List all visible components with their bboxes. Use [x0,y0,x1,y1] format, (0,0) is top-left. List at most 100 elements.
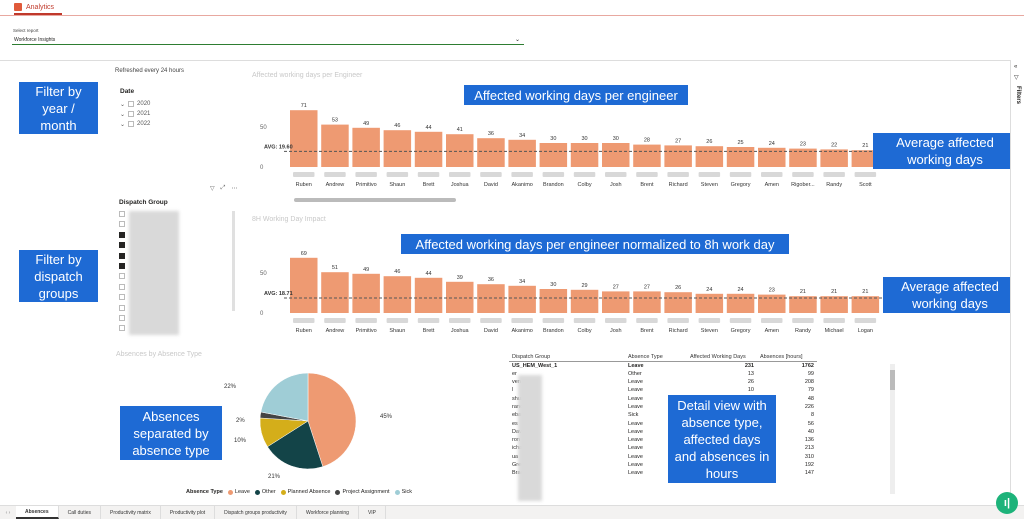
legend-item[interactable]: Leave [227,489,250,495]
chart1-title: Affected working days per Engineer [252,72,363,79]
tab-nav-arrows[interactable]: ‹ › [5,509,11,516]
data-label: 24 [706,287,712,293]
x-tick-label: Brandon [543,182,564,188]
dispatch-group-checkbox[interactable] [119,283,125,290]
dispatch-group-checkbox[interactable] [119,242,125,249]
page-tab[interactable]: VIP [358,506,386,519]
bar [508,285,536,313]
dispatch-group-checkbox[interactable] [119,211,125,217]
redacted-label [823,318,845,323]
bar [352,273,380,313]
x-tick-label: Logan [858,328,873,334]
page-tab[interactable]: Workforce planning [296,506,359,519]
header-absences-hours[interactable]: Absences [hours] [757,353,817,362]
group-row[interactable]: US_HEM_West_1 Leave 231 1762 [509,361,817,369]
bar [602,291,630,313]
dispatch-group-checkbox[interactable] [119,231,125,238]
dispatch-group-checkbox[interactable] [119,273,125,280]
legend-label: Project Assignment [342,489,390,495]
bar [570,143,599,167]
bar [446,134,474,167]
page-tab[interactable]: Absences [16,506,59,519]
date-year-item[interactable]: ⌄ 2020 [120,99,150,109]
header-affected-days[interactable]: Affected Working Days [687,353,757,362]
date-year-item[interactable]: ⌄ 2022 [120,119,150,129]
table-row[interactable]: l Leave 10 79 [509,386,817,394]
filters-pane[interactable]: « ▽ Filters [1010,60,1024,505]
cell-type: Leave [628,362,644,369]
x-tick-label: David [484,182,498,188]
redacted-label [293,172,315,177]
legend-dot [280,489,286,495]
redacted-label [449,172,471,177]
table-scrollbar[interactable] [890,364,895,494]
page-tab[interactable]: Dispatch groups productivity [215,506,297,519]
table-row[interactable]: er Other 13 99 [509,370,817,378]
legend-item[interactable]: Sick [394,489,412,495]
dispatch-group-checkbox[interactable] [119,262,125,269]
collapse-icon[interactable]: « [1014,64,1018,70]
cell-type: Leave [628,470,643,477]
dispatch-group-checkbox[interactable] [119,252,125,259]
dispatch-group-checkbox[interactable] [119,325,125,332]
data-label: 28 [644,138,650,144]
annotation-avg1: Average affected working days [873,133,1017,169]
checkbox[interactable] [128,101,135,107]
cell-name: es [512,420,518,427]
bar [321,124,349,167]
data-label: 26 [706,139,712,145]
dispatch-group-checkbox[interactable] [119,294,125,301]
slicer-scrollbar[interactable] [232,211,235,311]
page-tab[interactable]: Call duties [58,506,101,519]
page-tab[interactable]: Productivity plot [160,506,216,519]
table-row[interactable]: ven Leave 26 208 [509,378,817,386]
data-label: 34 [519,279,525,285]
focus-mode-icon[interactable]: ⤢ [220,185,226,191]
bar [508,139,536,167]
dispatch-group-checkbox[interactable] [119,304,125,311]
x-tick-label: Brent [640,182,654,188]
chart1-scrollbar[interactable] [294,198,456,202]
dispatch-group-checkbox[interactable] [119,314,125,321]
filter-icon[interactable]: ▽ [210,186,215,192]
cell-name: ven [512,379,521,386]
date-year-item[interactable]: ⌄ 2021 [120,109,150,119]
chat-icon: ı| [1003,497,1011,509]
x-tick-label: Gregory [731,182,751,188]
bar [290,110,318,167]
x-tick-label: Ruben [296,182,312,188]
y-tick-label: 50 [260,125,267,131]
report-select-value: Workforce Insights [14,36,56,43]
checkbox[interactable] [128,111,135,117]
table-scroll-thumb[interactable] [890,370,895,390]
x-tick-label: Colby [578,182,592,188]
refresh-note: Refreshed every 24 hours [115,68,185,74]
header-absence-type[interactable]: Absence Type [625,353,687,362]
tab-analytics[interactable]: Analytics [14,1,63,15]
bar [664,145,692,167]
help-chat-button[interactable]: ı| [996,492,1018,514]
checkbox[interactable] [128,121,135,127]
pie-title: Absences by Absence Type [116,351,202,358]
header-dispatch-group[interactable]: Dispatch Group [509,353,625,362]
cell-type: Other [628,370,642,377]
data-label: 46 [394,123,400,129]
more-options-icon[interactable]: ⋯ [231,186,238,192]
pie-svg: 45% 21% 10% 2% 22% [224,372,393,479]
legend-item[interactable]: Other [254,489,276,495]
y-tick-label: 50 [260,271,267,277]
cell-hours: 99 [807,370,814,377]
bar [539,143,568,167]
dispatch-group-checkbox[interactable] [119,221,125,228]
chevron-icon: ⌄ [120,111,126,118]
legend-dot [335,489,341,495]
redacted-label [667,318,689,323]
data-label: 44 [425,125,431,131]
legend-item[interactable]: Project Assignment [335,489,390,495]
redacted-label [480,318,502,323]
chart2-svg: 0 50 69 Ruben 51 Andrew 49 Primitivo 46 Shaun 44 Br… [260,251,883,334]
page-tab[interactable]: Productivity matrix [100,506,161,519]
legend-item[interactable]: Planned Absence [280,489,330,495]
report-select[interactable]: Workforce Insights ⌄ [12,35,524,45]
year-label: 2021 [137,111,151,117]
